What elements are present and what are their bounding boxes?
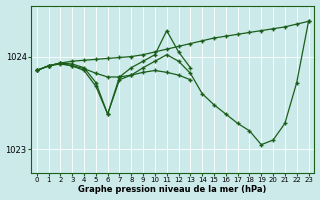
X-axis label: Graphe pression niveau de la mer (hPa): Graphe pression niveau de la mer (hPa) (78, 185, 267, 194)
